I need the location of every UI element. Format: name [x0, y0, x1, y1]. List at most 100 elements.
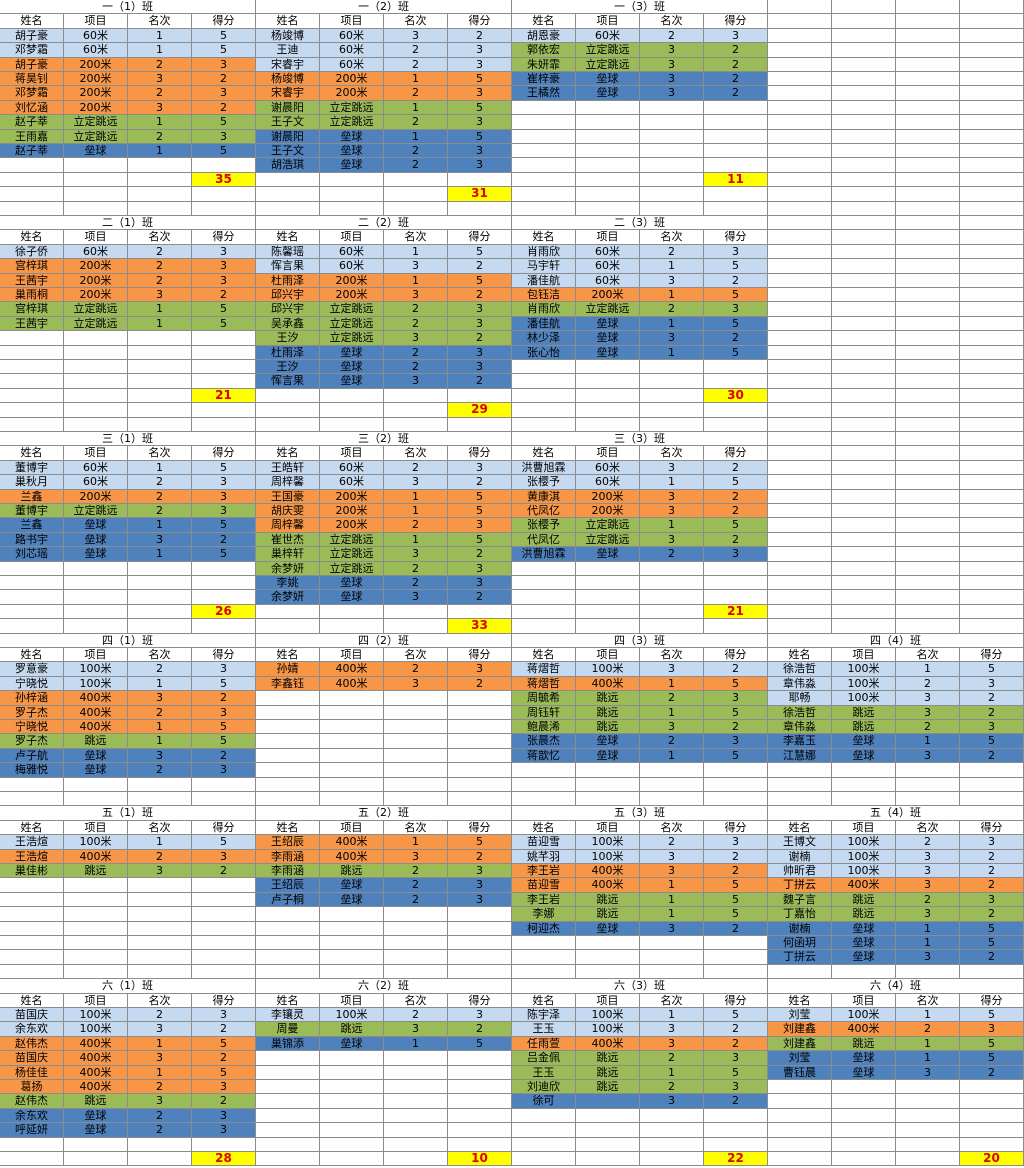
- table-cell[interactable]: 1: [384, 273, 448, 288]
- table-cell[interactable]: 200米: [64, 57, 128, 72]
- total-score[interactable]: 10: [448, 1152, 512, 1167]
- column-header[interactable]: 姓名: [768, 993, 832, 1008]
- column-header[interactable]: 项目: [832, 648, 896, 663]
- table-cell[interactable]: 1: [384, 72, 448, 87]
- column-header[interactable]: 项目: [64, 230, 128, 245]
- table-cell[interactable]: 垒球: [832, 734, 896, 749]
- table-cell[interactable]: 柯迎杰: [512, 921, 576, 936]
- table-cell[interactable]: 宁晓悦: [0, 676, 64, 692]
- table-cell[interactable]: 100米: [832, 676, 896, 692]
- table-cell[interactable]: 江慧娜: [768, 748, 832, 764]
- table-cell[interactable]: 垒球: [320, 576, 384, 591]
- table-cell[interactable]: 2: [640, 302, 704, 317]
- table-cell[interactable]: 1: [384, 489, 448, 504]
- table-cell[interactable]: 3: [384, 28, 448, 44]
- table-cell[interactable]: 王茜宇: [0, 316, 64, 332]
- table-cell[interactable]: 垒球: [832, 748, 896, 764]
- table-cell[interactable]: 3: [640, 72, 704, 87]
- column-header[interactable]: 姓名: [0, 230, 64, 245]
- table-cell[interactable]: 胡子豪: [0, 28, 64, 44]
- table-cell[interactable]: 2: [640, 547, 704, 562]
- table-cell[interactable]: 蒋熠哲: [512, 676, 576, 692]
- table-cell[interactable]: 60米: [320, 475, 384, 490]
- table-cell[interactable]: 巢佳彬: [0, 864, 64, 879]
- table-cell[interactable]: 章伟淼: [768, 720, 832, 735]
- column-header[interactable]: 项目: [832, 820, 896, 836]
- table-cell[interactable]: 3: [640, 662, 704, 677]
- table-cell[interactable]: 1: [640, 475, 704, 490]
- table-cell[interactable]: 赵伟杰: [0, 1094, 64, 1109]
- table-cell[interactable]: 跳远: [576, 705, 640, 720]
- table-cell[interactable]: 3: [128, 1051, 192, 1066]
- table-cell[interactable]: 3: [704, 734, 768, 749]
- table-cell[interactable]: 1: [128, 518, 192, 533]
- table-cell[interactable]: 2: [384, 86, 448, 101]
- table-cell[interactable]: 400米: [64, 1065, 128, 1080]
- column-header[interactable]: 姓名: [0, 648, 64, 663]
- table-cell[interactable]: 宫梓琪: [0, 302, 64, 317]
- table-cell[interactable]: 3: [896, 691, 960, 706]
- table-cell[interactable]: 巢锦添: [256, 1036, 320, 1052]
- table-cell[interactable]: 2: [448, 547, 512, 562]
- table-cell[interactable]: 垒球: [832, 950, 896, 965]
- table-cell[interactable]: 3: [448, 561, 512, 576]
- table-cell[interactable]: 巢秋月: [0, 475, 64, 490]
- table-cell[interactable]: 梅雅悦: [0, 763, 64, 778]
- table-cell[interactable]: 3: [896, 705, 960, 720]
- table-cell[interactable]: 1: [128, 43, 192, 58]
- table-cell[interactable]: 3: [192, 662, 256, 677]
- column-header[interactable]: 项目: [64, 820, 128, 836]
- table-cell[interactable]: 3: [704, 1051, 768, 1066]
- table-cell[interactable]: 1: [384, 532, 448, 548]
- table-cell[interactable]: 王汐: [256, 331, 320, 346]
- table-cell[interactable]: 余梦妍: [256, 590, 320, 605]
- column-header[interactable]: 名次: [640, 14, 704, 29]
- table-cell[interactable]: 100米: [64, 835, 128, 850]
- table-cell[interactable]: 2: [128, 1108, 192, 1124]
- table-cell[interactable]: 丁拼云: [768, 878, 832, 893]
- table-cell[interactable]: 兰鑫: [0, 518, 64, 533]
- table-cell[interactable]: 1: [128, 1036, 192, 1052]
- table-cell[interactable]: 1: [896, 921, 960, 936]
- table-cell[interactable]: 5: [192, 547, 256, 562]
- table-cell[interactable]: 2: [128, 86, 192, 101]
- table-cell[interactable]: 400米: [320, 662, 384, 677]
- table-cell[interactable]: 肖雨欣: [512, 302, 576, 317]
- table-cell[interactable]: 王子文: [256, 115, 320, 130]
- table-cell[interactable]: 2: [960, 907, 1024, 922]
- table-cell[interactable]: 2: [384, 864, 448, 879]
- table-cell[interactable]: 立定跳远: [576, 302, 640, 317]
- table-cell[interactable]: 5: [192, 734, 256, 749]
- table-cell[interactable]: 2: [192, 100, 256, 116]
- table-cell[interactable]: 1: [896, 1051, 960, 1066]
- table-cell[interactable]: 2: [384, 518, 448, 533]
- table-cell[interactable]: 2: [640, 734, 704, 749]
- table-cell[interactable]: 崔梓豪: [512, 72, 576, 87]
- column-header[interactable]: 姓名: [512, 993, 576, 1008]
- table-cell[interactable]: 立定跳远: [320, 532, 384, 548]
- table-cell[interactable]: 2: [960, 864, 1024, 879]
- table-cell[interactable]: 宁晓悦: [0, 720, 64, 735]
- table-cell[interactable]: 2: [704, 864, 768, 879]
- table-cell[interactable]: 60米: [64, 28, 128, 44]
- column-header[interactable]: 姓名: [256, 230, 320, 245]
- table-cell[interactable]: 立定跳远: [576, 43, 640, 58]
- table-cell[interactable]: 跳远: [576, 1065, 640, 1080]
- table-cell[interactable]: 徐可: [512, 1094, 576, 1109]
- table-cell[interactable]: 邓梦霜: [0, 86, 64, 101]
- table-cell[interactable]: 2: [704, 72, 768, 87]
- table-cell[interactable]: 3: [192, 475, 256, 490]
- table-cell[interactable]: 2: [192, 1051, 256, 1066]
- table-cell[interactable]: 3: [448, 115, 512, 130]
- column-header[interactable]: 名次: [128, 446, 192, 461]
- table-cell[interactable]: 2: [704, 1022, 768, 1037]
- table-cell[interactable]: 400米: [320, 849, 384, 864]
- table-cell[interactable]: 罗子杰: [0, 705, 64, 720]
- table-cell[interactable]: 巢梓轩: [256, 547, 320, 562]
- total-score[interactable]: 33: [448, 619, 512, 634]
- table-cell[interactable]: 邓梦霜: [0, 43, 64, 58]
- table-cell[interactable]: 5: [704, 475, 768, 490]
- table-cell[interactable]: 王绍辰: [256, 835, 320, 850]
- column-header[interactable]: 名次: [896, 820, 960, 836]
- table-cell[interactable]: 胡庆雯: [256, 504, 320, 519]
